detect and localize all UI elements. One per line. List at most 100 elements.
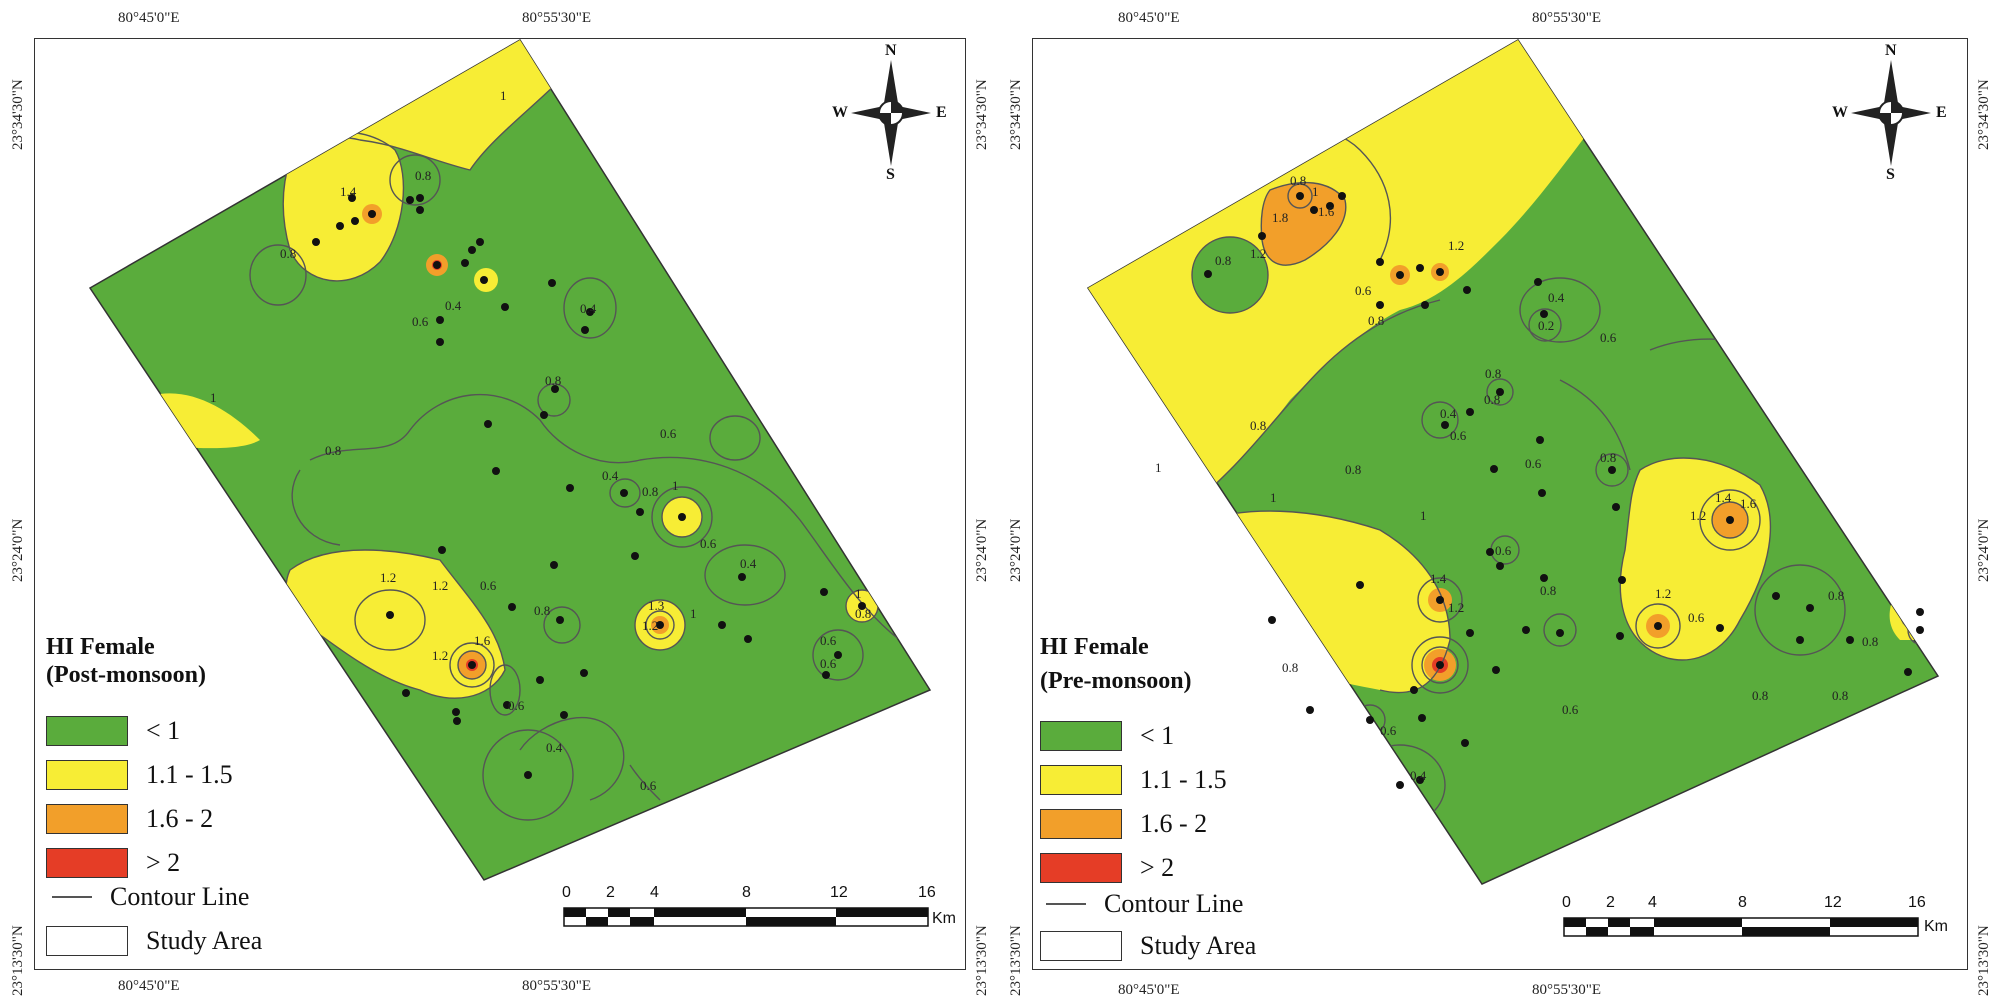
contour-label: 0.6 xyxy=(508,698,525,713)
contour-label: 0.4 xyxy=(1410,768,1427,783)
contour-label: 1.2 xyxy=(1250,246,1266,261)
compass-w: W xyxy=(1832,104,1848,121)
compass-n: N xyxy=(1885,42,1897,59)
lon-label-right-bottom: 80°55'30"E xyxy=(1532,982,1601,998)
contour-label: 0.6 xyxy=(820,656,837,671)
contour-label: 1 xyxy=(855,586,862,601)
legend-swatch-outline xyxy=(1040,931,1122,961)
legend-swatch-line xyxy=(52,896,92,898)
lon-label-right-bottom: 80°55'30"E xyxy=(522,978,591,994)
contour-label: 0.8 xyxy=(642,484,658,499)
contour-label: 0.8 xyxy=(1485,366,1501,381)
scale-unit: Km xyxy=(932,910,956,927)
contour-label: 0.6 xyxy=(480,578,497,593)
contour-label: 0.8 xyxy=(1828,588,1844,603)
scale-tick: 2 xyxy=(606,884,615,901)
contour-label: 1.2 xyxy=(432,578,448,593)
contour-label: 0.8 xyxy=(1600,450,1616,465)
contour-labels: 1 1.4 0.8 0.8 0.6 0.4 0.4 0.8 1 0.8 0.6 … xyxy=(210,88,871,793)
contour-label: 0.6 xyxy=(640,778,657,793)
legend-item-contour: Contour Line xyxy=(46,880,249,914)
contour-label: 0.8 xyxy=(415,168,431,183)
contour-label: 0.8 xyxy=(325,443,341,458)
scale-tick: 0 xyxy=(562,884,571,901)
contour-label: 1.4 xyxy=(1715,490,1732,505)
legend-title-line1: HI Female xyxy=(1040,634,1149,660)
scale-bar-graphic xyxy=(563,907,929,927)
map-panel-post-monsoon: 80°45'0"E 80°55'30"E 80°45'0"E 80°55'30"… xyxy=(0,0,1000,1008)
contour-label: 0.8 xyxy=(1215,253,1231,268)
contour-label: 0.8 xyxy=(1345,462,1361,477)
compass-rose-icon xyxy=(1851,60,1931,166)
legend-item-1.6-2: 1.6 - 2 xyxy=(1040,807,1207,841)
contour-label: 1 xyxy=(672,478,679,493)
scale-tick: 16 xyxy=(918,884,936,901)
zone-orange-north xyxy=(1261,182,1346,266)
zone-green-hole xyxy=(1192,237,1268,313)
contour-label: 1.4 xyxy=(1430,571,1447,586)
scale-tick: 12 xyxy=(830,884,848,901)
contour-label: 0.6 xyxy=(1525,456,1542,471)
sample-points xyxy=(312,194,866,779)
legend-item-lt1: < 1 xyxy=(46,714,180,748)
contour-label: 1.6 xyxy=(1318,204,1335,219)
scale-tick: 4 xyxy=(650,884,659,901)
legend-swatch-line xyxy=(1046,903,1086,905)
lon-label-left-top: 80°45'0"E xyxy=(118,10,180,26)
scale-tick: 12 xyxy=(1824,894,1842,911)
study-area-polygon xyxy=(88,38,932,881)
contour-label: 1.6 xyxy=(1740,496,1757,511)
scale-bar: 0 2 4 8 12 16 Km xyxy=(1562,892,1962,942)
scale-tick: 8 xyxy=(1738,894,1747,911)
legend-swatch-orange xyxy=(46,804,128,834)
legend-item-lt1: < 1 xyxy=(1040,719,1174,753)
contour-label: 0.6 xyxy=(1450,428,1467,443)
contour-label: 1 xyxy=(1270,490,1277,505)
contour-label: 1 xyxy=(1155,460,1162,475)
scale-tick: 2 xyxy=(1606,894,1615,911)
legend-swatch-green xyxy=(46,716,128,746)
contour-label: 1.8 xyxy=(1272,210,1288,225)
contour-label: 0.8 xyxy=(534,603,550,618)
legend-item-gt2: > 2 xyxy=(1040,851,1174,885)
contour-label: 0.6 xyxy=(1562,702,1579,717)
legend-item-1.6-2: 1.6 - 2 xyxy=(46,802,213,836)
legend-swatch-orange xyxy=(1040,809,1122,839)
contour-label: 0.8 xyxy=(1832,688,1848,703)
contour-label: 0.4 xyxy=(445,298,462,313)
legend-label: > 2 xyxy=(1140,853,1175,882)
scale-tick: 16 xyxy=(1908,894,1926,911)
legend-label: Contour Line xyxy=(1104,889,1244,918)
contour-label: 0.6 xyxy=(660,426,677,441)
sample-points xyxy=(1204,192,1924,789)
legend-label: > 2 xyxy=(146,848,181,877)
contour-label: 0.4 xyxy=(602,468,619,483)
legend-title-line2: (Post-monsoon) xyxy=(46,662,206,688)
legend-label: 1.6 - 2 xyxy=(1140,809,1208,838)
hi-map-post-monsoon: 1 1.4 0.8 0.8 0.6 0.4 0.4 0.8 1 0.8 0.6 … xyxy=(88,38,932,881)
scale-tick: 0 xyxy=(1562,894,1571,911)
legend-item-study-area: Study Area xyxy=(46,924,262,958)
contour-label: 0.8 xyxy=(1368,313,1384,328)
contour-label: 1 xyxy=(1312,184,1319,199)
north-arrow: N S W E xyxy=(832,42,947,183)
contour-label: 1 xyxy=(500,88,507,103)
contour-label: 1 xyxy=(210,390,217,405)
scale-unit: Km xyxy=(1924,918,1948,935)
legend-label: Contour Line xyxy=(110,882,250,911)
contour-label: 0.8 xyxy=(1290,173,1306,188)
contour-label: 0.4 xyxy=(546,740,563,755)
lon-label-left-top: 80°45'0"E xyxy=(1118,10,1180,26)
legend-label: Study Area xyxy=(1140,931,1257,960)
contour-label: 0.8 xyxy=(1282,660,1298,675)
contour-label: 1.2 xyxy=(642,618,658,633)
legend-swatch-green xyxy=(1040,721,1122,751)
legend-item-1-1.5: 1.1 - 1.5 xyxy=(46,758,233,792)
compass-w: W xyxy=(832,104,848,121)
hi-map-pre-monsoon: 0.8 1 1.8 1.6 1.2 0.8 0.6 0.8 1.2 0.4 0.… xyxy=(1086,38,1940,885)
contour-label: 0.8 xyxy=(1250,418,1266,433)
north-arrow: N S W E xyxy=(1832,42,1947,183)
lon-label-left-bottom: 80°45'0"E xyxy=(1118,982,1180,998)
legend-label: 1.1 - 1.5 xyxy=(146,760,233,789)
scale-bar-graphic xyxy=(1563,917,1919,937)
